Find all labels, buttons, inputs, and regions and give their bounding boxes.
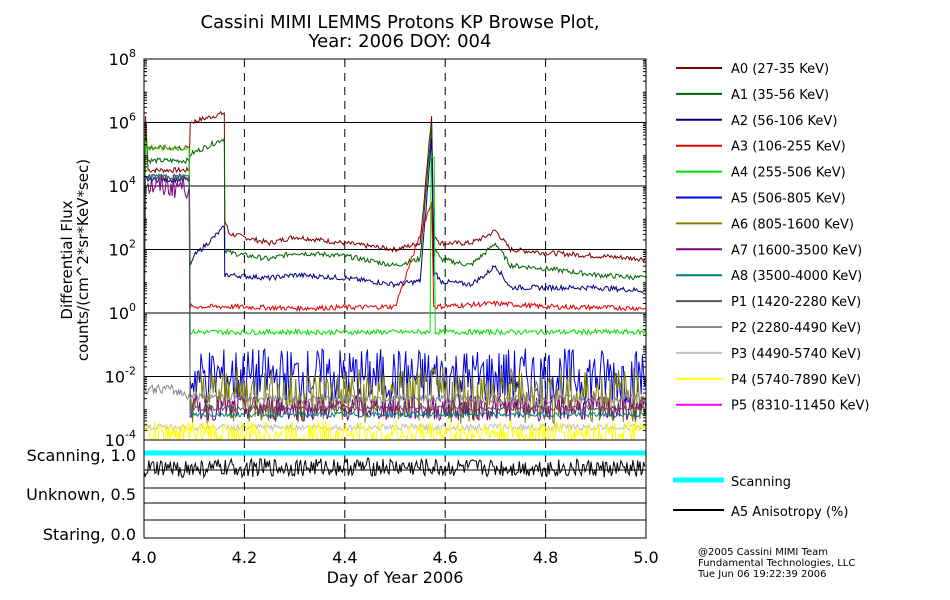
- series-line-8: [143, 172, 647, 419]
- anisotropy-y-tick-label: Scanning, 1.0: [27, 446, 136, 465]
- flux-y-tick-label: 10-2: [105, 365, 136, 387]
- legend-label-10: P2 (2280-4490 KeV): [731, 321, 861, 336]
- anisotropy-line: [143, 457, 646, 479]
- credit-line-3: Tue Jun 06 19:22:39 2006: [697, 569, 827, 580]
- legend-label-11: P3 (4490-5740 KeV): [731, 347, 861, 362]
- legend-label-5: A5 (506-805 KeV): [731, 192, 846, 207]
- x-axis-label: Day of Year 2006: [327, 568, 464, 587]
- legend-label-6: A6 (805-1600 KeV): [731, 217, 854, 232]
- legend-label-12: P4 (5740-7890 KeV): [731, 373, 861, 388]
- y-axis-label-line-1: Differential Flux: [58, 200, 76, 319]
- x-tick-label: 5.0: [633, 548, 658, 567]
- legend-label-0: A0 (27-35 KeV): [731, 62, 829, 77]
- y-axis-label-line-2: counts/(cm^2*sr*KeV*sec): [74, 159, 92, 361]
- series-line-2: [143, 138, 647, 314]
- legend-label-7: A7 (1600-3500 KeV): [731, 243, 862, 258]
- credit-line-2: Fundamental Technologies, LLC: [698, 558, 855, 569]
- x-tick-label: 4.4: [332, 548, 357, 567]
- legend-label-8: A8 (3500-4000 KeV): [731, 269, 862, 284]
- legend-label-13: P5 (8310-11450 KeV): [731, 399, 869, 414]
- legend: A0 (27-35 KeV) A1 (35-56 KeV) A2 (56-106 K…: [676, 62, 869, 414]
- flux-y-tick-label: 100: [109, 301, 136, 323]
- flux-y-tick-label: 104: [109, 174, 136, 196]
- anisotropy-y-ticks: Scanning, 1.0 Unknown, 0.5 Staring, 0.0: [26, 446, 136, 544]
- chart-title: Cassini MIMI LEMMS Protons KP Browse Plo…: [201, 12, 600, 33]
- x-tick-labels: 4.0 4.2 4.4 4.6 4.8 5.0: [131, 530, 659, 567]
- series-line-10: [143, 383, 647, 405]
- chart-subtitle: Year: 2006 DOY: 004: [308, 31, 492, 52]
- series-line-5: [189, 347, 647, 405]
- flux-y-tick-label: 10-4: [105, 428, 136, 450]
- flux-series: [143, 110, 647, 442]
- anisotropy-series: [143, 450, 646, 479]
- flux-y-tick-label: 106: [109, 111, 136, 133]
- x-tick-label: 4.2: [232, 548, 257, 567]
- x-tick-label: 4.6: [432, 548, 457, 567]
- series-line-12: [143, 419, 647, 442]
- lower-legend: Scanning A5 Anisotropy (%): [673, 475, 848, 520]
- series-line-1: [143, 125, 647, 314]
- flux-panel: 108 106 104 102 100 10-2 10-4: [105, 47, 647, 450]
- legend-label-1: A1 (35-56 KeV): [731, 88, 829, 103]
- flux-y-tick-label: 102: [109, 238, 136, 260]
- series-line-3: [143, 143, 647, 314]
- anisotropy-y-tick-label: Staring, 0.0: [43, 525, 136, 544]
- lower-legend-label-0: Scanning: [731, 475, 791, 490]
- series-line-7: [143, 173, 647, 423]
- anisotropy-panel: Scanning, 1.0 Unknown, 0.5 Staring, 0.0: [26, 439, 647, 544]
- legend-label-2: A2 (56-106 KeV): [731, 114, 837, 129]
- flux-y-tick-label: 108: [109, 47, 136, 69]
- x-tick-label: 4.8: [533, 548, 558, 567]
- anisotropy-panel-frame: [143, 439, 647, 539]
- flux-y-ticks: 108 106 104 102 100 10-2 10-4: [105, 47, 646, 450]
- credit-line-1: @2005 Cassini MIMI Team: [698, 547, 828, 558]
- series-line-0: [143, 110, 646, 314]
- series-line-9: [143, 172, 647, 413]
- x-tick-label: 4.0: [131, 548, 156, 567]
- legend-label-9: P1 (1420-2280 KeV): [731, 295, 861, 310]
- legend-label-3: A3 (106-255 KeV): [731, 140, 846, 155]
- anisotropy-y-tick-label: Unknown, 0.5: [26, 485, 136, 504]
- lower-legend-label-1: A5 Anisotropy (%): [731, 505, 848, 520]
- legend-label-4: A4 (255-506 KeV): [731, 166, 846, 181]
- series-line-4: [143, 141, 647, 339]
